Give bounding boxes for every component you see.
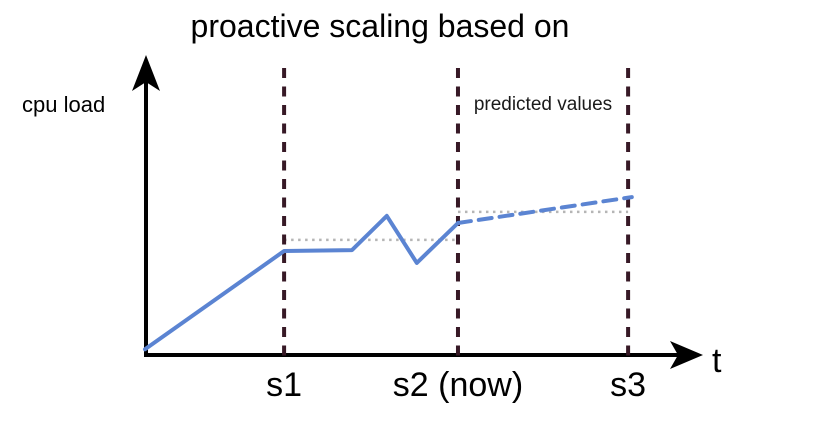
x-axis-arrow	[670, 341, 703, 369]
predicted-load-line	[456, 195, 634, 225]
y-axis-arrow	[132, 55, 160, 91]
predicted-values-annotation: predicted values	[473, 94, 613, 115]
observed-load-line	[143, 213, 460, 352]
x-axis-label: t	[712, 342, 722, 380]
y-axis-label: cpu load	[22, 92, 106, 117]
chart-title: proactive scaling based on	[190, 8, 570, 44]
